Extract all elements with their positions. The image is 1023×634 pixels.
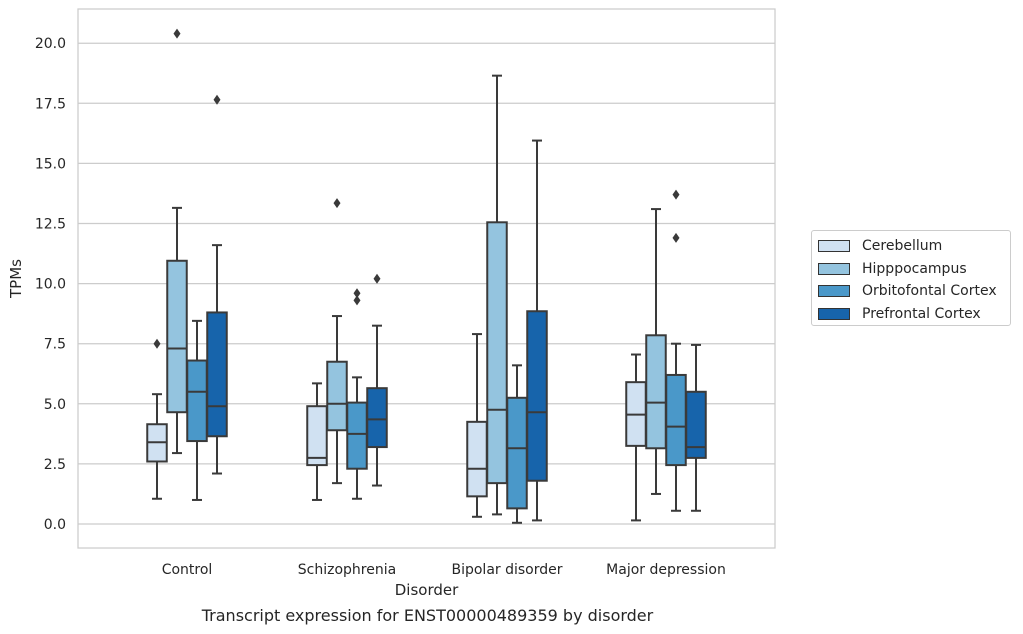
legend-label: Orbitofontal Cortex bbox=[862, 283, 997, 300]
plot-frame bbox=[77, 8, 776, 549]
legend: Cerebellum Hipppocampus Orbitofontal Corte… bbox=[811, 230, 1011, 326]
y-tick-label: 7.5 bbox=[44, 337, 66, 353]
x-tick-label: Bipolar disorder bbox=[451, 562, 562, 578]
box-prefrontal-cortex bbox=[366, 273, 388, 487]
box-cerebellum bbox=[306, 382, 328, 501]
chart-title: Transcript expression for ENST0000048935… bbox=[201, 606, 654, 625]
box-orbitofontal-cortex bbox=[346, 288, 368, 500]
box-iqr bbox=[486, 221, 508, 485]
box-orbitofontal-cortex bbox=[506, 364, 528, 524]
box-hipppocampus bbox=[166, 28, 188, 455]
box-prefrontal-cortex bbox=[206, 94, 228, 475]
box-orbitofontal-cortex bbox=[186, 319, 208, 501]
outlier-point bbox=[173, 28, 181, 39]
box-iqr bbox=[326, 360, 348, 432]
box-iqr bbox=[306, 405, 328, 467]
y-tick-label: 15.0 bbox=[35, 156, 66, 172]
y-axis-label: TPMs bbox=[7, 259, 25, 299]
y-tick-label: 20.0 bbox=[35, 36, 66, 52]
box-iqr bbox=[466, 420, 488, 498]
box-iqr bbox=[186, 359, 208, 443]
box-hipppocampus bbox=[326, 198, 348, 485]
box-iqr bbox=[206, 311, 228, 438]
y-tick-label: 12.5 bbox=[35, 217, 66, 233]
x-tick-label: Major depression bbox=[606, 562, 726, 578]
box-hipppocampus bbox=[645, 208, 667, 495]
y-tick-label: 2.5 bbox=[44, 457, 66, 473]
y-tick-label: 0.0 bbox=[44, 517, 66, 533]
outlier-point bbox=[353, 288, 361, 299]
box-cerebellum bbox=[146, 338, 168, 500]
y-tick-label: 10.0 bbox=[35, 277, 66, 293]
box-iqr bbox=[366, 387, 388, 449]
x-tick-label: Schizophrenia bbox=[298, 562, 396, 578]
box-iqr bbox=[526, 310, 548, 482]
legend-swatch bbox=[818, 285, 850, 298]
box-iqr bbox=[645, 334, 667, 450]
outlier-point bbox=[373, 273, 381, 284]
box-cerebellum bbox=[466, 333, 488, 518]
legend-label: Hipppocampus bbox=[862, 260, 967, 277]
y-tick-label: 5.0 bbox=[44, 397, 66, 413]
box-iqr bbox=[346, 401, 368, 470]
legend-item: Prefrontal Cortex bbox=[818, 303, 1010, 326]
outlier-point bbox=[153, 338, 161, 349]
legend-label: Prefrontal Cortex bbox=[862, 305, 981, 322]
outlier-point bbox=[333, 198, 341, 209]
box-orbitofontal-cortex bbox=[665, 189, 687, 512]
legend-item: Cerebellum bbox=[818, 235, 1010, 258]
box-prefrontal-cortex bbox=[685, 343, 707, 512]
legend-label: Cerebellum bbox=[862, 238, 943, 255]
legend-swatch bbox=[818, 240, 850, 253]
legend-swatch bbox=[818, 307, 850, 320]
box-iqr bbox=[166, 259, 188, 414]
box-hipppocampus bbox=[486, 74, 508, 516]
legend-item: Orbitofontal Cortex bbox=[818, 280, 1010, 303]
box-iqr bbox=[685, 390, 707, 459]
y-tick-label: 17.5 bbox=[35, 96, 66, 112]
box-cerebellum bbox=[625, 353, 647, 522]
box-prefrontal-cortex bbox=[526, 139, 548, 522]
legend-item: Hipppocampus bbox=[818, 258, 1010, 281]
outlier-point bbox=[213, 94, 221, 105]
box-iqr bbox=[506, 396, 528, 510]
outlier-point bbox=[672, 232, 680, 243]
x-axis-label: Disorder bbox=[395, 581, 459, 599]
outlier-point bbox=[672, 189, 680, 200]
legend-swatch bbox=[818, 262, 850, 275]
outlier-point bbox=[353, 295, 361, 306]
box-iqr bbox=[665, 373, 687, 467]
x-tick-label: Control bbox=[162, 562, 213, 578]
